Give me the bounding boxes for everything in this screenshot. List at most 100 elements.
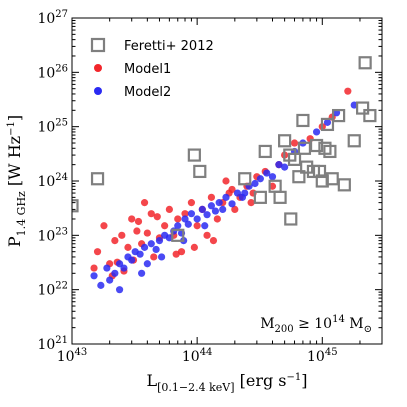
model1-point [118,231,126,239]
feretti-point [337,178,351,192]
feretti-point [297,141,312,155]
model1-point [124,243,132,251]
model2-point [97,281,105,289]
model1-point [128,215,136,223]
model1-point [174,215,182,223]
model1-point [147,210,155,218]
model1-point [187,199,196,207]
model2-point [174,222,182,230]
y-tick-label: 1023 [37,226,68,244]
feretti-point [323,144,337,159]
model2-point [140,243,149,251]
model1-point [150,253,158,261]
model2-point [222,193,230,201]
model1-point [190,243,198,251]
feretti-point [347,134,361,148]
model2-point [155,236,164,245]
feretti-point [325,172,339,186]
feretti-point [72,199,79,213]
legend-label: Model1 [124,62,171,77]
y-axis-label: P1.4 GHz [W Hz−1] [5,115,28,247]
feretti-point [193,164,207,179]
model2-point [193,215,201,223]
model1-point [100,222,108,230]
feretti-point [253,190,267,204]
series-model2 [90,101,358,294]
feretti-point [309,138,324,153]
model2-point [228,200,236,208]
model1-point [247,199,255,207]
model2-point [219,205,227,214]
model1-point [181,210,189,218]
model1-point [228,185,236,194]
feretti-point [320,117,335,132]
model2-point [103,264,111,272]
model2-point [106,276,114,284]
model2-point [275,161,283,169]
model1-point [153,213,161,221]
y-tick-label: 1021 [37,335,68,353]
x-tick-label: 1045 [307,347,338,365]
y-tick-label: 1022 [37,281,68,299]
model2-point [115,286,124,294]
x-tick-label: 1043 [57,347,88,365]
y-tick-label: 1025 [37,118,68,136]
model2-point [241,189,249,197]
legend-marker-feretti [90,37,106,53]
model2-point [181,215,189,223]
axes: 1043 1044 1045 1021 1022 1023 1024 1025 1026 1027 [37,9,383,365]
model1-point [165,205,173,214]
feretti-point [292,170,306,184]
model1-point [172,250,180,258]
model1-point [143,229,151,237]
plot-area [72,56,377,294]
model1-point [134,217,143,226]
feretti-point [296,113,310,128]
model2-point [198,205,206,214]
feretti-point [363,108,377,123]
x-axis-label: L[0.1−2.4 keV] [erg s−1] [146,371,307,394]
model1-point [231,205,239,214]
legend-marker-model2 [94,87,102,95]
x-tick-label: 1044 [182,347,213,365]
model2-point [111,269,119,277]
model1-point [133,227,141,235]
model1-point [209,236,218,245]
model1-point [140,199,149,207]
feretti-point [312,164,327,179]
model1-point [90,264,98,272]
mass-cut-annotation: M200 ≥ 1014 M⊙ [260,314,372,335]
legend-label: Model2 [124,85,171,100]
model1-point [213,215,221,223]
model2-point [233,189,242,197]
model2-point [187,210,196,218]
model2-point [251,179,259,188]
model2-point [256,175,264,183]
y-tick-label: 1024 [37,172,68,190]
model2-point [323,118,332,126]
model1-point [290,139,299,147]
model2-point [281,163,289,171]
model2-point [128,256,136,264]
feretti-point [90,172,105,186]
feretti-point [284,212,298,226]
legend: Feretti+ 2012 Model1 Model2 [90,37,214,100]
series-feretti-2012 [72,56,377,242]
axis-labels: L[0.1−2.4 keV] [erg s−1] P1.4 GHz [W Hz−1… [5,115,372,394]
model2-point [268,173,277,181]
feretti-point [273,190,287,204]
model1-point [207,193,216,201]
model2-point [90,272,98,280]
model2-point [147,240,155,248]
feretti-point [300,160,314,174]
model2-point [215,199,223,207]
data-points [72,56,377,294]
feretti-point [238,172,252,186]
model2-point [158,253,166,261]
model1-point [203,231,211,239]
model2-point [184,220,192,228]
model2-point [120,264,128,272]
model1-point [344,87,352,95]
model1-point [93,248,102,256]
